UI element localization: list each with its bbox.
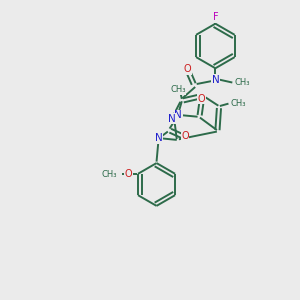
Text: O: O [125,169,132,179]
Text: O: O [181,131,189,141]
Text: N: N [212,75,219,85]
Text: O: O [198,94,205,104]
Text: N: N [167,114,175,124]
Text: N: N [155,134,163,143]
Text: CH₃: CH₃ [170,85,186,94]
Text: N: N [174,110,182,120]
Text: O: O [184,64,192,74]
Text: CH₃: CH₃ [101,170,117,179]
Text: CH₃: CH₃ [230,98,246,107]
Text: F: F [213,12,218,22]
Text: CH₃: CH₃ [235,78,250,87]
